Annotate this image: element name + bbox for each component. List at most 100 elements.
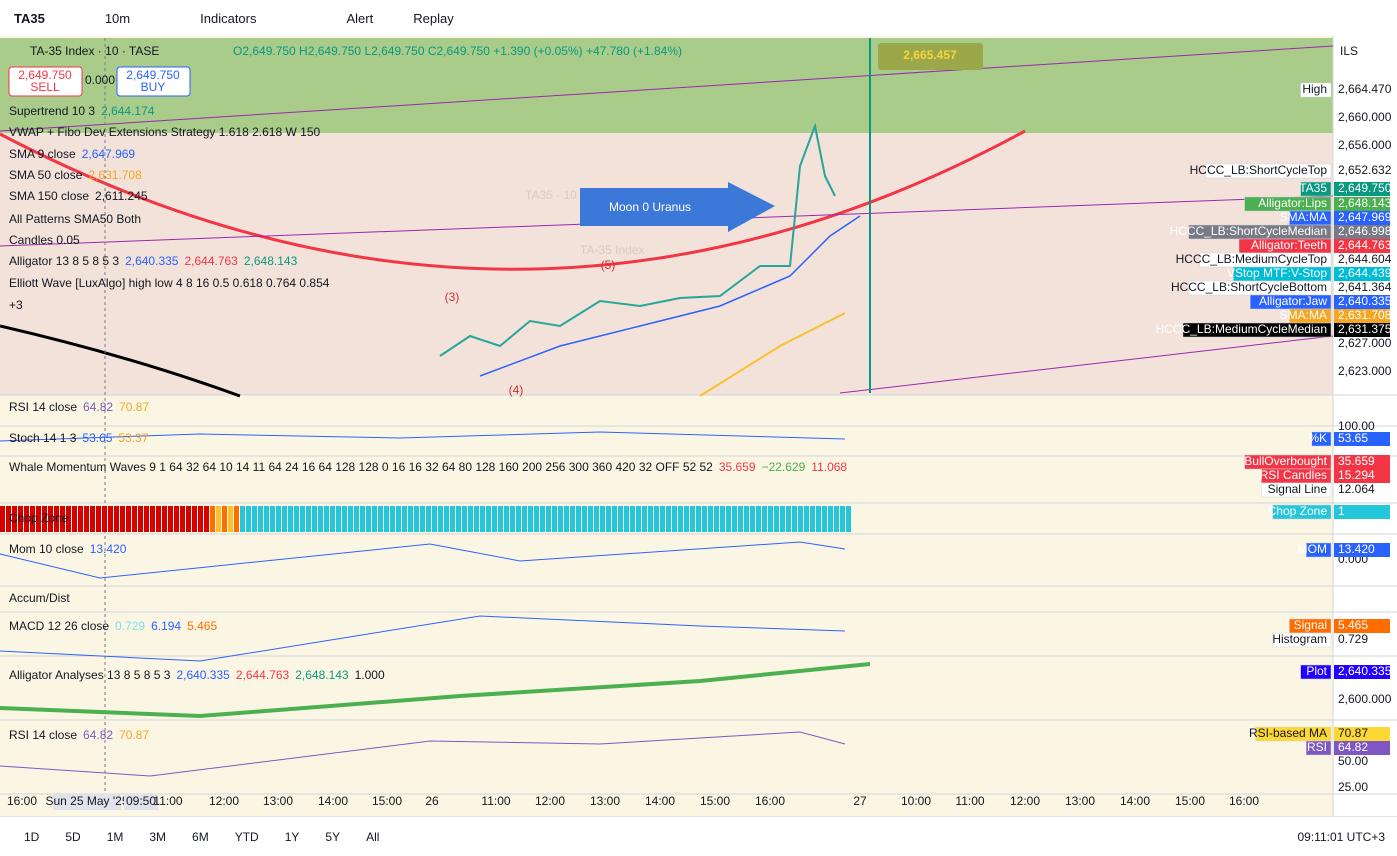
- price-label-value-box: [1334, 182, 1390, 196]
- legend: Candles 0.05: [9, 233, 80, 247]
- legend: Accum/Dist: [9, 591, 70, 605]
- chop-cell: [324, 506, 329, 532]
- range-button[interactable]: 6M: [192, 829, 209, 844]
- range-button[interactable]: All: [366, 829, 380, 844]
- chop-cell: [288, 506, 293, 532]
- legend: Alligator Analyses 13 8 5 8 5 3 2,640.335…: [9, 668, 385, 682]
- chop-cell: [132, 506, 137, 532]
- range-button[interactable]: 5D: [65, 829, 81, 844]
- price-label-name: HCCC_LB:ShortCycleMedian: [1170, 224, 1327, 238]
- chop-cell: [390, 506, 395, 532]
- price-label-name: Alligator:Jaw: [1259, 294, 1327, 308]
- legend-value: 2,640.335: [125, 254, 179, 268]
- range-button[interactable]: 3M: [149, 829, 167, 844]
- chop-cell: [792, 506, 797, 532]
- price-label-value: 2,640.335: [1338, 664, 1392, 678]
- chop-cell: [510, 506, 515, 532]
- time-highlight: [124, 794, 158, 810]
- time-label: 14:00: [318, 794, 348, 808]
- chop-cell: [60, 506, 65, 532]
- chop-cell: [282, 506, 287, 532]
- chop-cell: [672, 506, 677, 532]
- time-label: 11:00: [153, 794, 182, 808]
- chop-cell: [666, 506, 671, 532]
- symbol[interactable]: TA35: [14, 10, 45, 26]
- time-label: 16:00: [755, 794, 785, 808]
- alert[interactable]: Alert: [346, 10, 374, 26]
- chop-cell: [216, 506, 221, 532]
- price-label-value-box: [1334, 483, 1390, 497]
- pink-zone: [0, 133, 1333, 395]
- chop-cell: [690, 506, 695, 532]
- price-label-value-box: [1334, 619, 1390, 633]
- legend-value: 5.465: [187, 619, 217, 633]
- price-label-value-box: [1334, 211, 1390, 225]
- legend-value: 53.65: [82, 431, 112, 445]
- price-label-value-box: [1334, 253, 1390, 267]
- chop-cell: [762, 506, 767, 532]
- price-label-box: [1305, 542, 1332, 558]
- price-label-name: RSI-based MA: [1249, 726, 1327, 740]
- chop-cell: [306, 506, 311, 532]
- axis-tick-label: 50.00: [1338, 754, 1368, 768]
- axis-tick-label: 2,600.000: [1338, 692, 1392, 706]
- ma-line: [479, 215, 861, 377]
- chop-cell: [450, 506, 455, 532]
- chop-cell: [348, 506, 353, 532]
- legend-value: 2,648.143: [295, 668, 349, 682]
- chop-cell: [810, 506, 815, 532]
- wave-label: (4): [509, 383, 524, 397]
- interval[interactable]: 10m: [104, 10, 131, 26]
- legend-label: Accum/Dist: [9, 591, 70, 605]
- chop-cell: [744, 506, 749, 532]
- range-button[interactable]: 1M: [106, 829, 124, 844]
- legend: SMA 50 close 2,631.708: [9, 168, 142, 182]
- range-button[interactable]: 1Y: [284, 829, 300, 844]
- replay[interactable]: Replay: [413, 10, 454, 26]
- legend-label: RSI 14 close: [9, 728, 77, 742]
- chop-cell: [48, 506, 53, 532]
- price-label-value-box: [1334, 469, 1390, 483]
- axis-tick-label: 2,623.000: [1338, 364, 1392, 378]
- buy: BUY: [141, 80, 166, 94]
- price-label-value-box: [1334, 295, 1390, 309]
- range-button[interactable]: 1D: [24, 829, 40, 844]
- chop-cell: [144, 506, 149, 532]
- chop-cell: [714, 506, 719, 532]
- chop-cell: [30, 506, 35, 532]
- wave-label: (5): [601, 258, 616, 272]
- indicators[interactable]: Indicators: [200, 10, 257, 26]
- rsi-line: [0, 731, 846, 777]
- chop-cell: [720, 506, 725, 532]
- price-label-value: 35.659: [1338, 454, 1375, 468]
- legend-value: 64.82: [83, 400, 113, 414]
- chop-cell: [372, 506, 377, 532]
- chop-cell: [708, 506, 713, 532]
- chop-cell: [384, 506, 389, 532]
- legend-label: RSI 14 close: [9, 400, 77, 414]
- price-label-value-box: [1334, 633, 1390, 647]
- price-label-name: Signal Line: [1268, 482, 1328, 496]
- chop-cell: [18, 506, 23, 532]
- range-button[interactable]: 5Y: [325, 829, 341, 844]
- legend-label: Elliott Wave [LuxAlgo] high low 4 8 16 0…: [9, 276, 330, 290]
- price-label-name: Signal: [1294, 618, 1327, 632]
- range-button[interactable]: YTD: [234, 829, 259, 844]
- price-label-value-box: [1334, 665, 1390, 679]
- price-label-name: RSI Candles: [1260, 468, 1327, 482]
- header-title: TA-35 Index · 10 · TASE: [30, 44, 159, 58]
- curve: [0, 324, 241, 398]
- time-label: 13:00: [263, 794, 293, 808]
- price-label-name: Plot: [1306, 664, 1327, 678]
- sell-price: 2,649.750: [18, 68, 72, 82]
- chop-cell: [786, 506, 791, 532]
- legend: Whale Momentum Waves 9 1 64 32 64 10 14 …: [9, 460, 847, 474]
- price-label-value: 2,644.439: [1338, 266, 1392, 280]
- price-label-box: [1272, 632, 1332, 648]
- chop-cell: [774, 506, 779, 532]
- time-label: 12:00: [1010, 794, 1040, 808]
- chop-cell: [168, 506, 173, 532]
- price-label-name: %K: [1308, 431, 1327, 445]
- chop-cell: [228, 506, 233, 532]
- chop-cell: [66, 506, 71, 532]
